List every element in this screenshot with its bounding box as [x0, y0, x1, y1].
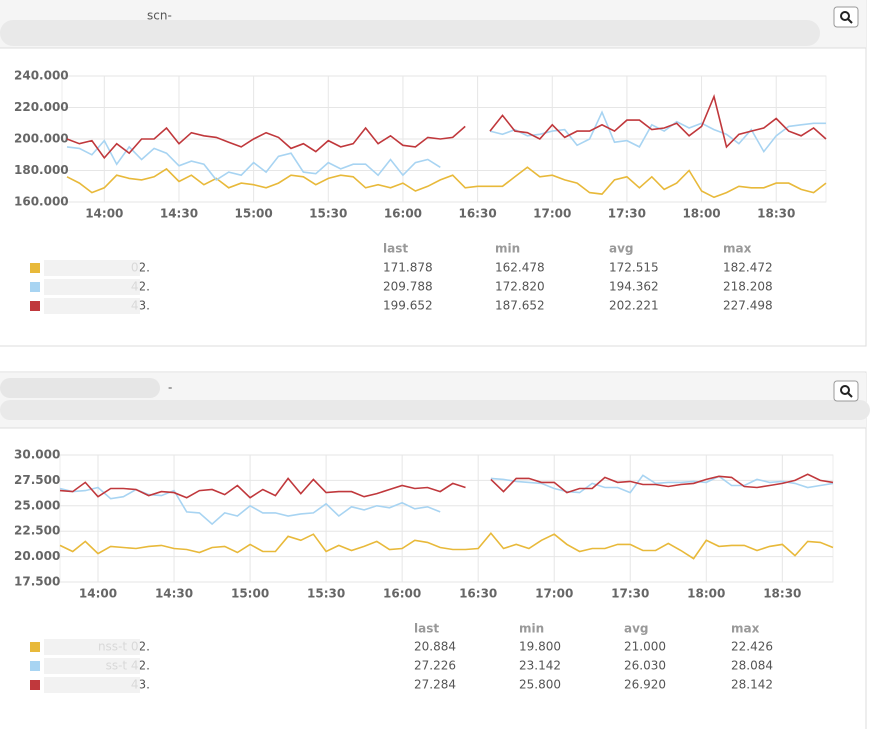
stat-value: 25.800	[519, 678, 561, 692]
y-tick-label: 17.500	[14, 575, 60, 589]
stat-value: 22.426	[731, 640, 773, 654]
x-tick-label: 15:00	[231, 587, 269, 601]
x-tick-label: 15:00	[235, 207, 273, 221]
x-tick-label: 18:30	[757, 207, 795, 221]
plot-area	[59, 454, 834, 583]
x-tick-label: 18:00	[682, 207, 720, 221]
series-line	[59, 531, 834, 560]
y-tick-label: 160.000	[14, 195, 69, 209]
stat-value: 209.788	[383, 280, 433, 294]
series-line	[59, 474, 834, 526]
stat-value: 171.878	[383, 261, 433, 275]
stat-value: 20.884	[414, 640, 456, 654]
stat-value: 28.142	[731, 678, 773, 692]
panel-title: scn-	[147, 9, 172, 23]
stat-value: 202.221	[609, 299, 659, 313]
x-tick-label: 15:30	[307, 587, 345, 601]
stat-value: 21.000	[624, 640, 666, 654]
x-tick-label: 14:00	[79, 587, 117, 601]
y-tick-label: 20.000	[14, 549, 60, 563]
stat-value: 26.030	[624, 659, 666, 673]
x-tick-label: 17:00	[535, 587, 573, 601]
x-tick-label: 16:30	[459, 587, 497, 601]
stats-header: max	[731, 622, 760, 636]
x-tick-label: 18:00	[687, 587, 725, 601]
stat-value: 26.920	[624, 678, 666, 692]
stats-header: avg	[609, 242, 634, 256]
x-tick-label: 16:00	[384, 207, 422, 221]
x-tick-label: 15:30	[309, 207, 347, 221]
x-tick-label: 18:30	[763, 587, 801, 601]
legend-swatch	[30, 301, 40, 311]
series-line	[66, 166, 827, 199]
legend-swatch	[30, 642, 40, 652]
stats-header: last	[383, 242, 408, 256]
zoom-button[interactable]	[833, 380, 859, 402]
legend-swatch	[30, 282, 40, 292]
legend-swatch	[30, 263, 40, 273]
stat-value: 187.652	[495, 299, 545, 313]
stats-header: min	[519, 622, 544, 636]
x-tick-label: 14:00	[85, 207, 123, 221]
blurred-title	[0, 378, 160, 398]
stat-value: 162.478	[495, 261, 545, 275]
zoom-button[interactable]	[833, 6, 859, 28]
y-tick-label: 180.000	[14, 163, 69, 177]
blurred-name	[44, 298, 140, 314]
y-tick-label: 240.000	[14, 69, 69, 83]
x-tick-label: 14:30	[160, 207, 198, 221]
stat-value: 172.820	[495, 280, 545, 294]
stat-value: 227.498	[723, 299, 773, 313]
y-tick-label: 30.000	[14, 448, 60, 462]
y-tick-label: 27.500	[14, 473, 60, 487]
blurred-name	[44, 639, 140, 655]
blurred-name	[44, 677, 140, 693]
series-line	[66, 93, 827, 160]
x-tick-label: 17:30	[608, 207, 646, 221]
stats-header: min	[495, 242, 520, 256]
blurred-name	[44, 260, 140, 276]
stat-value: 218.208	[723, 280, 773, 294]
series-line	[59, 473, 834, 499]
blurred-title	[0, 20, 820, 46]
y-tick-label: 200.000	[14, 132, 69, 146]
x-tick-label: 17:00	[533, 207, 571, 221]
x-tick-label: 14:30	[155, 587, 193, 601]
stat-value: 172.515	[609, 261, 659, 275]
stats-header: max	[723, 242, 752, 256]
stat-value: 182.472	[723, 261, 773, 275]
stat-value: 23.142	[519, 659, 561, 673]
stat-value: 199.652	[383, 299, 433, 313]
stats-header: avg	[624, 622, 649, 636]
y-tick-label: 22.500	[14, 524, 60, 538]
blurred-title	[0, 400, 870, 420]
panel-title: -	[168, 381, 172, 395]
stat-value: 27.226	[414, 659, 456, 673]
y-tick-label: 220.000	[14, 100, 69, 114]
stats-header: last	[414, 622, 439, 636]
x-tick-label: 16:30	[458, 207, 496, 221]
stat-value: 19.800	[519, 640, 561, 654]
x-tick-label: 17:30	[611, 587, 649, 601]
y-tick-label: 25.000	[14, 498, 60, 512]
stat-value: 194.362	[609, 280, 659, 294]
legend-swatch	[30, 661, 40, 671]
stat-value: 28.084	[731, 659, 773, 673]
legend-swatch	[30, 680, 40, 690]
blurred-name	[44, 279, 140, 295]
stat-value: 27.284	[414, 678, 456, 692]
x-tick-label: 16:00	[383, 587, 421, 601]
blurred-name	[44, 658, 140, 674]
